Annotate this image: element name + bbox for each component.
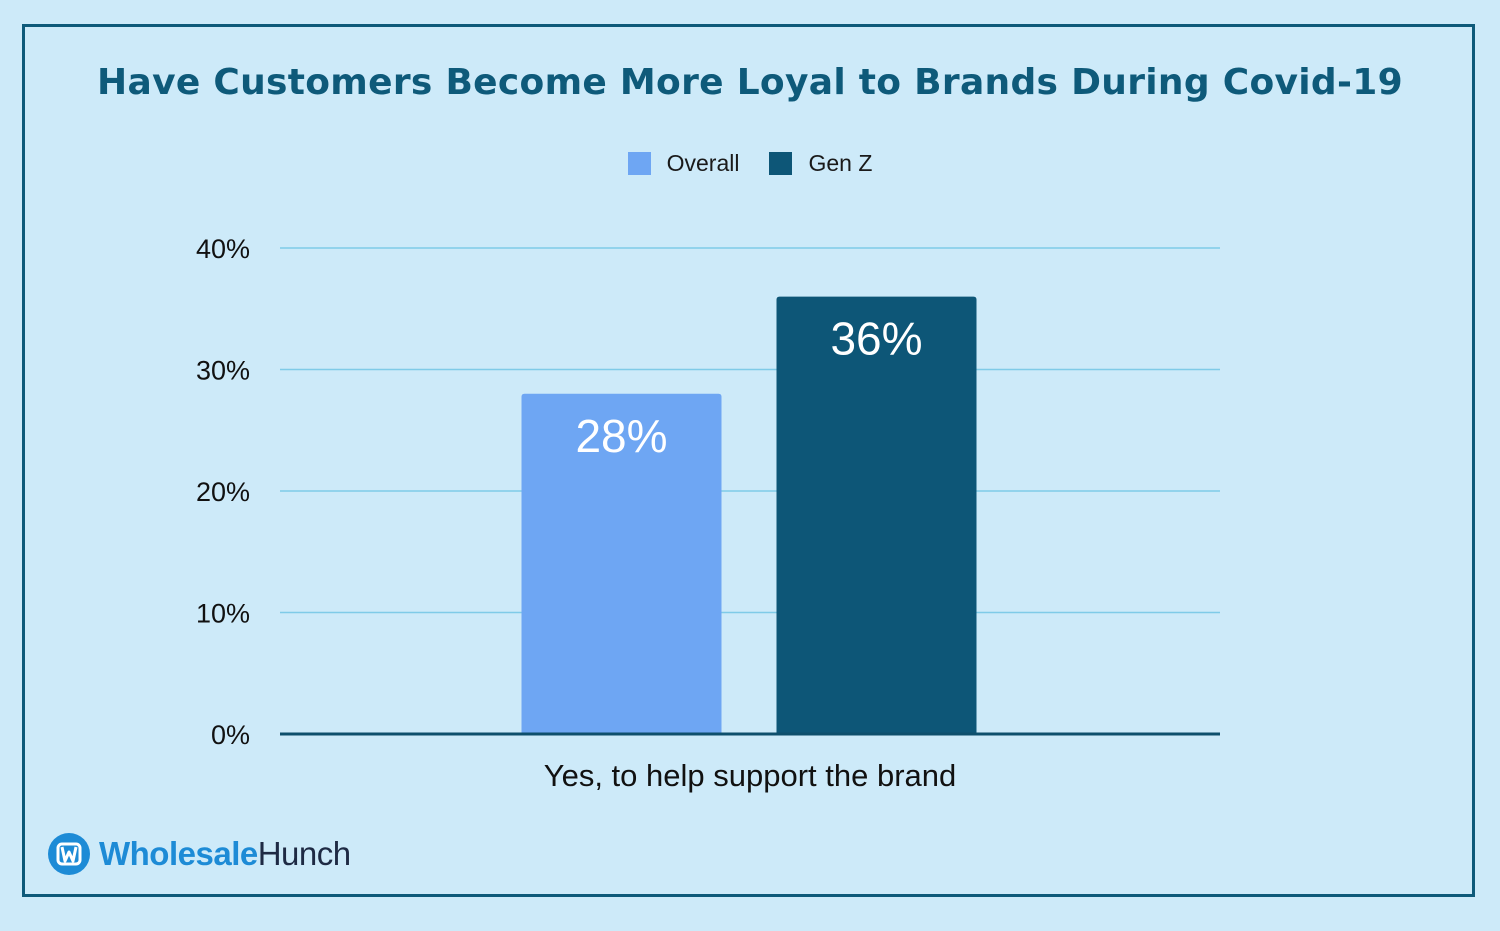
logo-word-hunch: Hunch [257, 835, 351, 872]
chart-legend: Overall Gen Z [0, 150, 1500, 177]
legend-item-overall: Overall [627, 150, 740, 177]
y-tick-label-3: 30% [196, 356, 250, 386]
wholesale-hunch-logo: WholesaleHunch [47, 832, 351, 876]
legend-label-genz: Gen Z [808, 150, 873, 176]
data-label-overall: 28% [575, 410, 667, 462]
legend-swatch-overall [627, 152, 651, 175]
y-tick-label-0: 0% [211, 720, 250, 750]
wholesale-hunch-logo-icon [48, 833, 90, 875]
data-label-gen-z: 36% [830, 313, 922, 365]
y-tick-label-1: 10% [196, 599, 250, 629]
bar-overall [521, 393, 722, 734]
logo-word-wholesale: Wholesale [99, 835, 258, 872]
legend-item-genz: Gen Z [769, 150, 872, 177]
y-tick-label-2: 20% [196, 477, 250, 507]
legend-label-overall: Overall [666, 150, 740, 176]
legend-swatch-genz [769, 152, 793, 175]
chart-frame [22, 24, 1475, 897]
x-category-label-0: Yes, to help support the brand [544, 758, 957, 793]
y-tick-label-4: 40% [196, 234, 250, 264]
chart-title: Have Customers Become More Loyal to Bran… [97, 62, 1403, 103]
bar-gen-z [776, 296, 977, 734]
